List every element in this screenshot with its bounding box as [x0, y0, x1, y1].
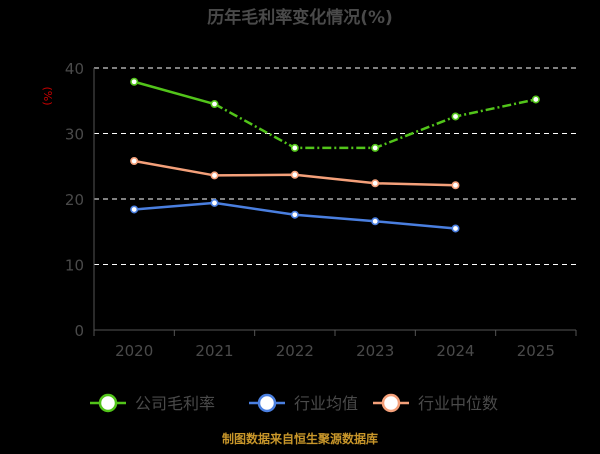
data-point: [371, 217, 380, 226]
data-point: [451, 112, 460, 121]
legend-label: 公司毛利率: [135, 394, 215, 413]
data-point: [130, 205, 139, 214]
y-axis-unit: (%): [41, 86, 54, 105]
series-line: [133, 80, 215, 106]
data-point: [371, 179, 380, 188]
data-point: [130, 77, 139, 86]
legend-item: 行业中位数: [373, 393, 498, 413]
x-tick-label: 2025: [517, 342, 555, 360]
y-tick-label: 0: [74, 322, 84, 340]
source-note: 制图数据来自恒生聚源数据库: [222, 431, 378, 446]
y-tick-label: 40: [65, 60, 84, 78]
axis-layer: 0 10 20 30 40 2020 2021 2022 2023 2024 2025: [65, 60, 577, 360]
series-2: [130, 157, 460, 190]
data-point: [451, 224, 460, 233]
data-point: [290, 170, 299, 179]
x-tick-label: 2021: [195, 342, 233, 360]
y-tick-label: 20: [65, 191, 84, 209]
legend-label: 行业均值: [294, 394, 358, 413]
data-point: [371, 143, 380, 152]
series-0: [130, 77, 540, 152]
legend-label: 行业中位数: [418, 394, 498, 413]
x-tick-label: 2022: [276, 342, 314, 360]
legend: 公司毛利率 行业均值 行业中位数: [90, 393, 498, 413]
legend-swatch-marker: [381, 393, 401, 413]
x-tick-label: 2023: [356, 342, 394, 360]
x-tick-label: 2024: [436, 342, 474, 360]
y-tick-label: 10: [65, 257, 84, 275]
data-point: [210, 198, 219, 207]
y-tick-label: 30: [65, 126, 84, 144]
legend-swatch-marker: [98, 393, 118, 413]
legend-item: 公司毛利率: [90, 393, 215, 413]
data-point: [210, 171, 219, 180]
data-point: [290, 210, 299, 219]
chart-title: 历年毛利率变化情况(%): [207, 7, 393, 28]
legend-item: 行业均值: [249, 393, 358, 413]
legend-swatch-marker: [257, 393, 277, 413]
data-point: [210, 100, 219, 109]
data-point: [531, 95, 540, 104]
series-line-projected: [213, 98, 537, 150]
series-1: [130, 198, 460, 233]
data-point: [290, 143, 299, 152]
x-tick-label: 2020: [115, 342, 153, 360]
data-point: [451, 181, 460, 190]
series-layer: [130, 77, 540, 233]
data-point: [130, 157, 139, 166]
